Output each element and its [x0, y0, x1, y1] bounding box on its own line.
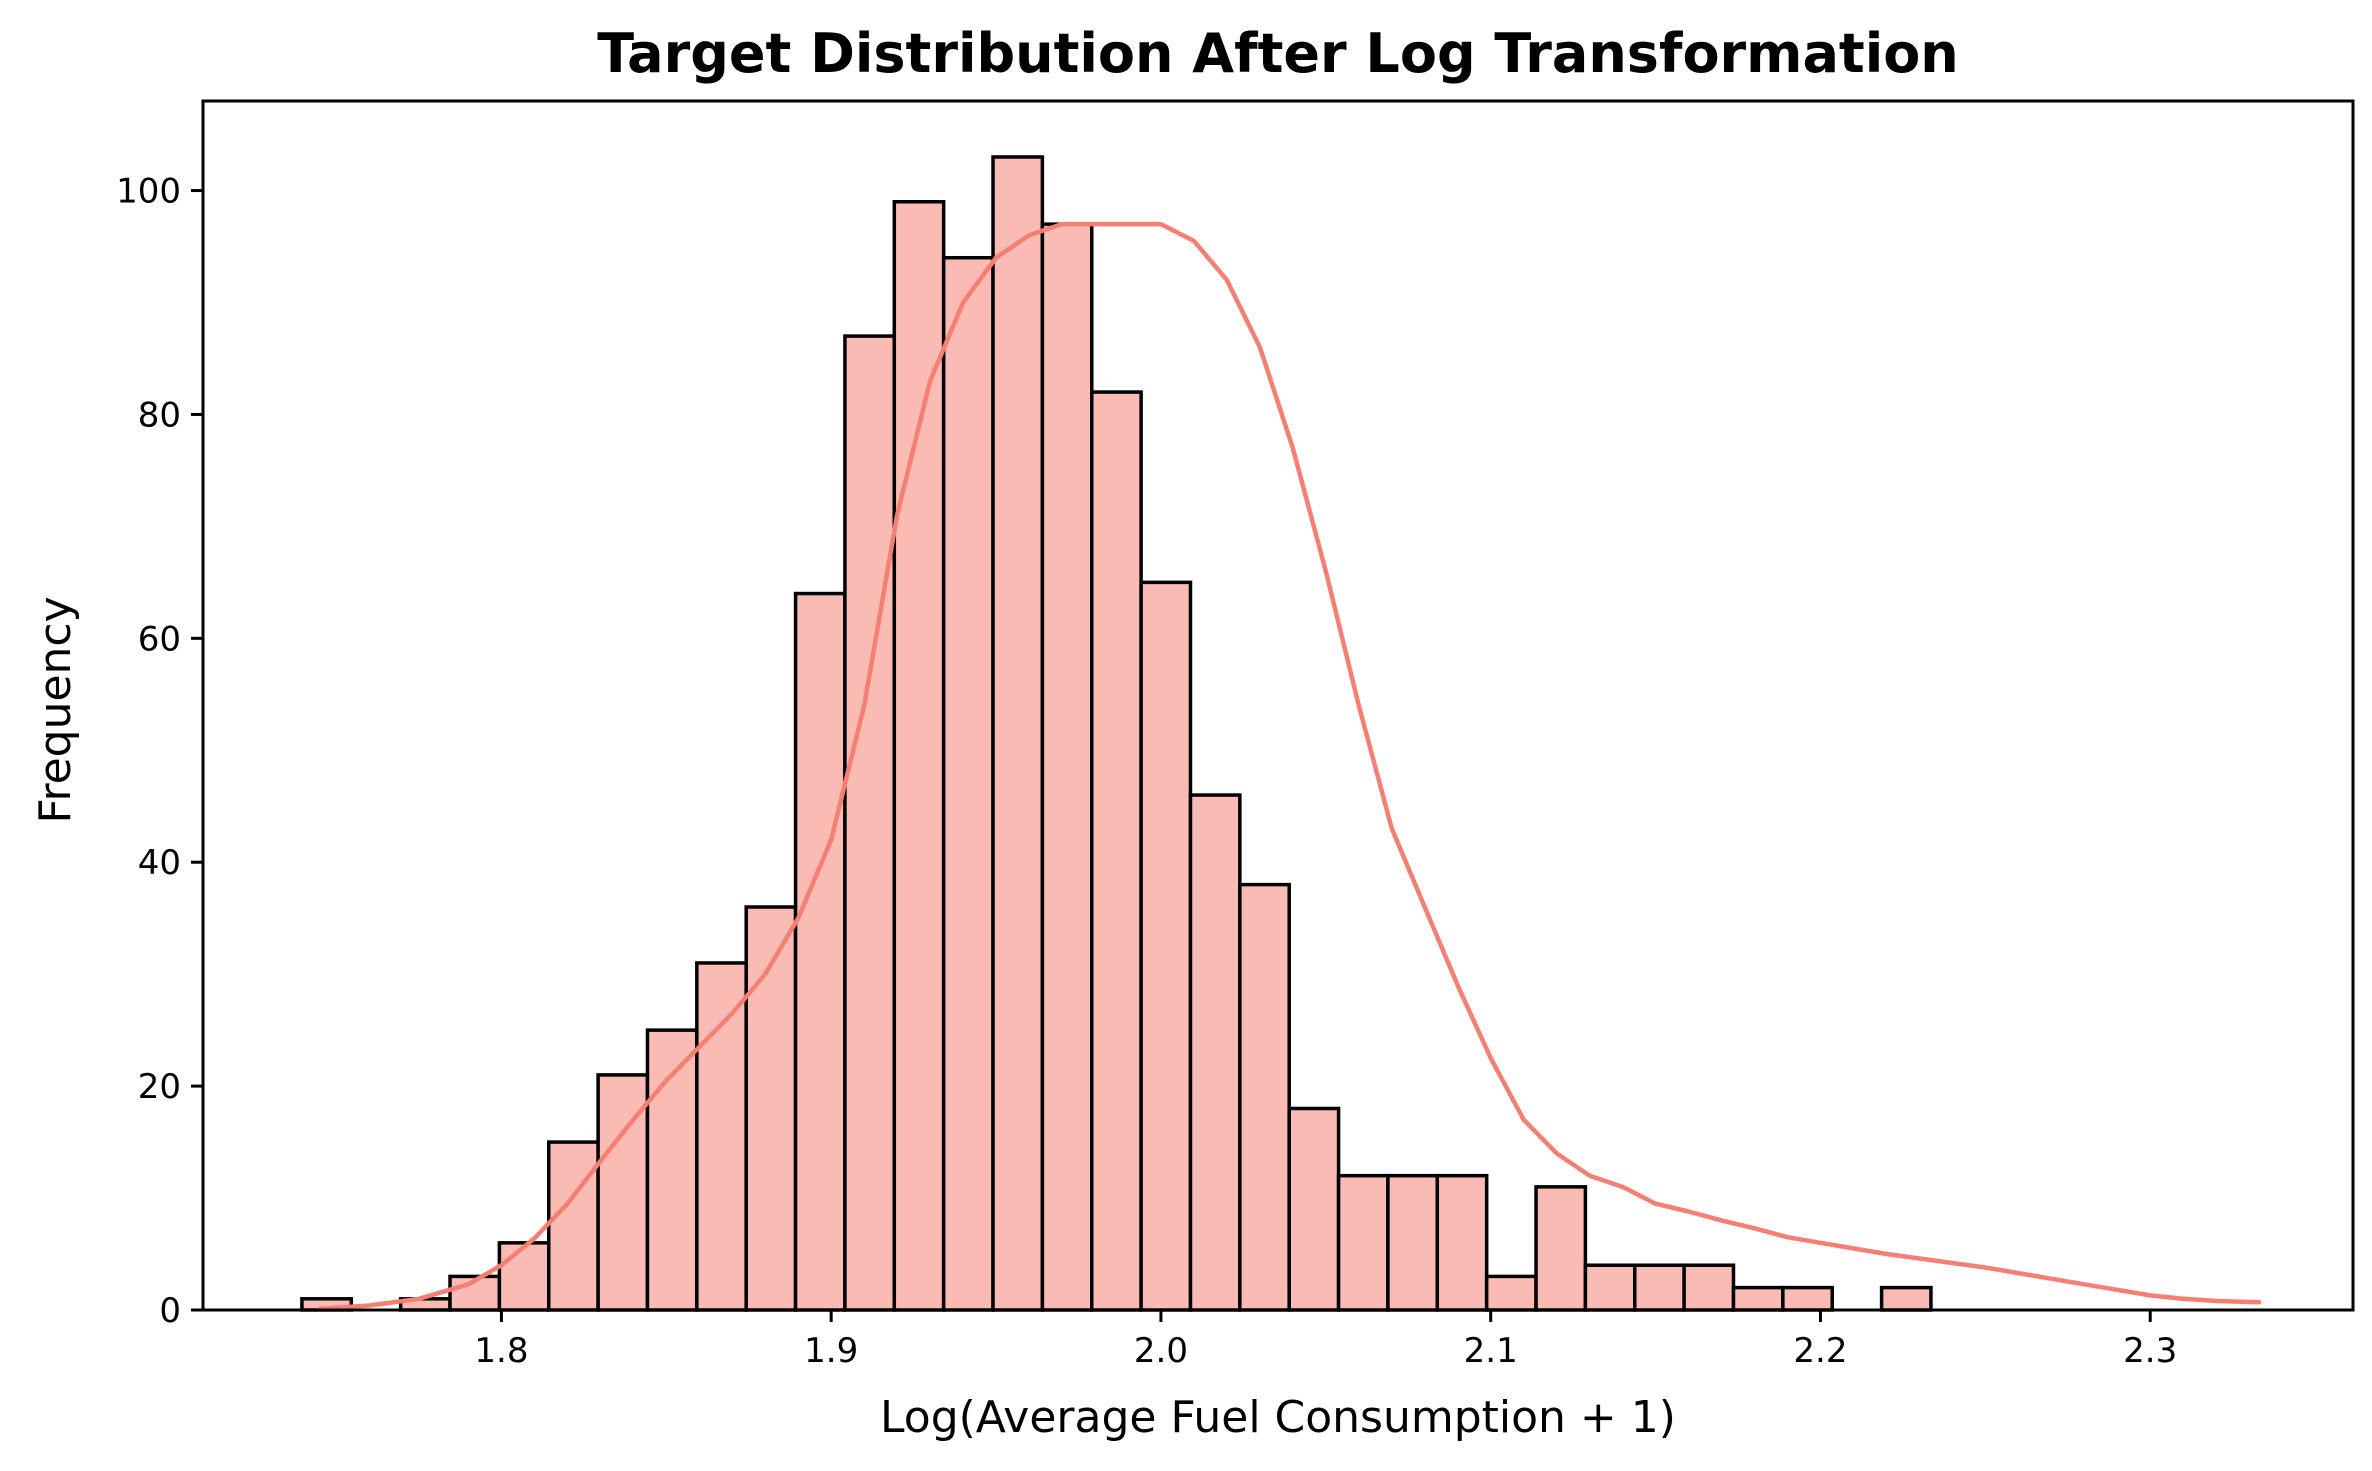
histogram-bar — [744, 905, 798, 1312]
x-tick-label: 1.9 — [804, 1331, 858, 1371]
histogram-bar — [1781, 1285, 1834, 1312]
histogram-bar — [1534, 1185, 1588, 1312]
y-tick-label: 60 — [138, 619, 181, 659]
histogram-bar — [1040, 222, 1094, 1312]
plot-frame — [201, 99, 2355, 1312]
y-tick-label: 40 — [138, 843, 181, 883]
histogram-bar — [695, 961, 748, 1312]
histogram-bar — [1090, 390, 1143, 1312]
y-axis-label: Frequency — [30, 596, 81, 823]
histogram-bar — [1238, 882, 1291, 1312]
x-tick-label: 2.1 — [1464, 1331, 1518, 1371]
histogram-bar — [1139, 580, 1193, 1312]
histogram-bar — [1188, 793, 1242, 1312]
x-axis-label: Log(Average Fuel Consumption + 1) — [880, 1392, 1676, 1443]
histogram-bar — [1386, 1173, 1440, 1312]
histogram-bar — [1879, 1285, 1933, 1312]
histogram-bar — [546, 1140, 600, 1312]
kde-curve — [317, 221, 2262, 1312]
histogram-bar — [1682, 1263, 1736, 1312]
histogram-bar — [1583, 1263, 1637, 1312]
y-tick-label: 20 — [138, 1067, 181, 1107]
histogram-bar — [1731, 1285, 1785, 1312]
histogram-bar — [1287, 1106, 1341, 1312]
y-tick-label: 100 — [116, 172, 181, 212]
histogram-bar — [843, 334, 897, 1312]
y-tick-label: 0 — [159, 1291, 181, 1331]
histogram-bar — [1484, 1274, 1538, 1312]
plot-area — [300, 155, 2262, 1312]
x-tick-label: 2.3 — [2123, 1331, 2177, 1371]
histogram-bar — [1435, 1173, 1489, 1312]
histogram-bar — [793, 591, 847, 1312]
y-axis: 0 20 40 60 80 100 — [116, 172, 203, 1331]
chart-title: Target Distribution After Log Transforma… — [597, 22, 1959, 85]
histogram-bar — [1633, 1263, 1686, 1312]
x-tick-label: 2.0 — [1134, 1331, 1188, 1371]
histogram-bar — [941, 255, 995, 1312]
histogram-bar — [991, 155, 1045, 1312]
histogram-bar — [497, 1241, 551, 1312]
y-tick-label: 80 — [138, 395, 181, 435]
x-axis: 1.8 1.9 2.0 2.1 2.2 2.3 — [474, 1310, 2177, 1371]
x-tick-label: 1.8 — [474, 1331, 528, 1371]
x-tick-label: 2.2 — [1793, 1331, 1847, 1371]
histogram-bar — [1336, 1173, 1390, 1312]
